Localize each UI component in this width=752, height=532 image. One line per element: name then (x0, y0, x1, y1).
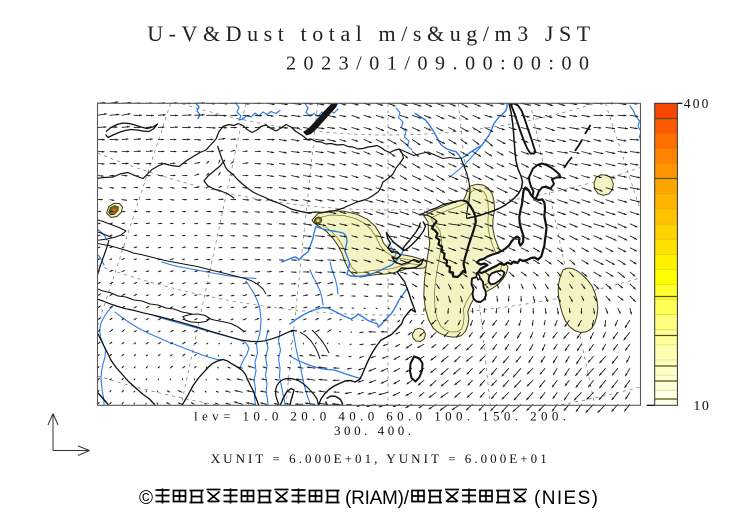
svg-text:400: 400 (684, 96, 709, 111)
svg-text:(NIES): (NIES) (534, 488, 598, 509)
svg-text:300. 400.: 300. 400. (334, 423, 411, 438)
svg-text:(RIAM)/: (RIAM)/ (345, 488, 410, 509)
svg-text:U-V&Dust total m/s&ug/m3 JST: U-V&Dust total m/s&ug/m3 JST (147, 21, 591, 46)
svg-text:©: © (139, 488, 153, 509)
svg-text:10: 10 (693, 399, 709, 414)
